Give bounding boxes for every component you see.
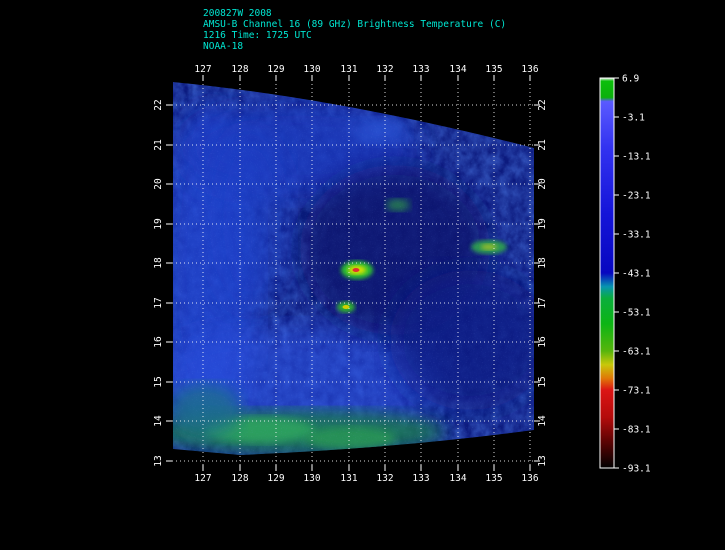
x-tick-label: 127 xyxy=(194,64,211,75)
colorbar-tick-label: -33.1 xyxy=(622,230,651,241)
satellite-title: NOAA-18 xyxy=(203,41,243,52)
axis-ticks xyxy=(166,75,540,471)
x-tick-label: 134 xyxy=(449,64,466,75)
y-tick-label: 13 xyxy=(153,455,164,466)
y-tick-label: 21 xyxy=(537,139,548,151)
y-tick-label: 19 xyxy=(153,218,164,230)
x-axis-bottom-labels: 127 128 129 130 131 132 133 134 135 136 xyxy=(194,473,538,484)
y-tick-label: 18 xyxy=(537,257,548,269)
x-tick-label: 135 xyxy=(485,473,502,484)
y-tick-label: 20 xyxy=(537,178,548,190)
x-tick-label: 131 xyxy=(340,64,357,75)
y-tick-label: 15 xyxy=(537,376,548,387)
gridlines xyxy=(172,80,534,465)
y-tick-label: 22 xyxy=(537,99,548,110)
channel-title: AMSU-B Channel 16 (89 GHz) Brightness Te… xyxy=(203,19,506,30)
colorbar-tick-label: -53.1 xyxy=(622,308,651,319)
x-tick-label: 127 xyxy=(194,473,211,484)
colorbar-labels: 6.9 -3.1 -13.1 -23.1 -33.1 -43.1 -53.1 -… xyxy=(622,74,651,475)
colorbar-tick-label: -43.1 xyxy=(622,269,651,280)
colorbar-ticks xyxy=(614,77,619,469)
x-axis-top-labels: 127 128 129 130 131 132 133 134 135 136 xyxy=(194,64,538,75)
colorbar-tick-label: -23.1 xyxy=(622,191,651,202)
x-tick-label: 133 xyxy=(412,473,429,484)
y-tick-label: 13 xyxy=(537,455,548,466)
colorbar-tick-label: -3.1 xyxy=(622,113,645,124)
colorbar-tick-label: 6.9 xyxy=(622,74,639,85)
colorbar-tick-label: -83.1 xyxy=(622,425,651,436)
y-axis-left-labels: 22 21 20 19 18 17 16 15 14 13 xyxy=(153,99,164,466)
x-tick-label: 136 xyxy=(521,473,538,484)
x-tick-label: 131 xyxy=(340,473,357,484)
x-tick-label: 132 xyxy=(376,473,393,484)
swath xyxy=(173,82,534,455)
y-tick-label: 14 xyxy=(537,415,548,427)
y-tick-label: 17 xyxy=(537,297,548,308)
y-axis-right-labels: 22 21 20 19 18 17 16 15 14 13 xyxy=(537,99,548,466)
x-tick-label: 134 xyxy=(449,473,466,484)
colorbar: 6.9 -3.1 -13.1 -23.1 -33.1 -43.1 -53.1 -… xyxy=(599,74,651,475)
x-tick-label: 128 xyxy=(231,64,248,75)
storm-id-title: 200827W 2008 xyxy=(203,8,272,19)
x-tick-label: 135 xyxy=(485,64,502,75)
y-tick-label: 17 xyxy=(153,297,164,308)
x-tick-label: 129 xyxy=(267,473,284,484)
x-tick-label: 129 xyxy=(267,64,284,75)
colorbar-tick-label: -93.1 xyxy=(622,464,651,475)
y-tick-label: 16 xyxy=(537,336,548,348)
colorbar-tick-label: -13.1 xyxy=(622,152,651,163)
colorbar-gradient xyxy=(599,77,615,469)
title-block: 200827W 2008 AMSU-B Channel 16 (89 GHz) … xyxy=(203,8,506,52)
y-tick-label: 19 xyxy=(537,218,548,230)
y-tick-label: 16 xyxy=(153,336,164,348)
speckle-texture xyxy=(173,82,534,455)
x-tick-label: 130 xyxy=(303,64,320,75)
y-tick-label: 18 xyxy=(153,257,164,269)
x-tick-label: 133 xyxy=(412,64,429,75)
time-title: 1216 Time: 1725 UTC xyxy=(203,30,312,41)
y-tick-label: 22 xyxy=(153,99,164,110)
x-tick-label: 128 xyxy=(231,473,248,484)
y-tick-label: 15 xyxy=(153,376,164,387)
colorbar-tick-label: -63.1 xyxy=(622,347,651,358)
x-tick-label: 136 xyxy=(521,64,538,75)
y-tick-label: 21 xyxy=(153,139,164,151)
x-tick-label: 132 xyxy=(376,64,393,75)
y-tick-label: 20 xyxy=(153,178,164,190)
x-tick-label: 130 xyxy=(303,473,320,484)
y-tick-label: 14 xyxy=(153,415,164,427)
colorbar-tick-label: -73.1 xyxy=(622,386,651,397)
